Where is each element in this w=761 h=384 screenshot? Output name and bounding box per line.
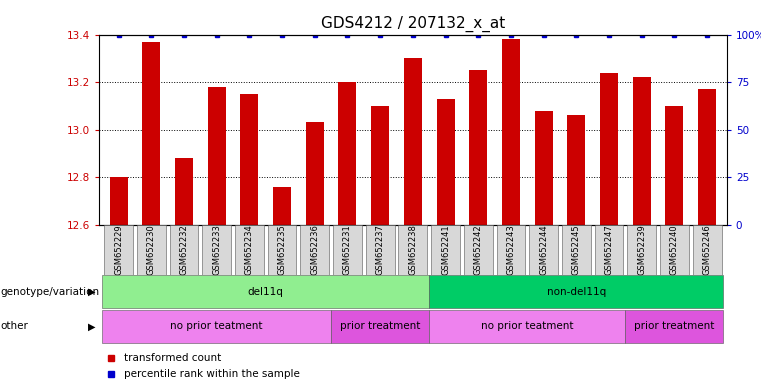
Bar [102, 275, 429, 308]
Text: ▶: ▶ [88, 321, 95, 331]
Bar [235, 225, 264, 275]
Bar [142, 42, 161, 225]
Bar [331, 310, 429, 343]
Text: non-del11q: non-del11q [546, 287, 606, 297]
Bar [208, 87, 226, 225]
Bar [404, 58, 422, 225]
Text: GSM652246: GSM652246 [702, 224, 712, 275]
Bar [535, 111, 552, 225]
Bar [268, 225, 297, 275]
Bar [594, 225, 623, 275]
Bar [562, 225, 591, 275]
Text: GSM652238: GSM652238 [409, 224, 417, 275]
Bar [665, 106, 683, 225]
Text: GSM652235: GSM652235 [278, 224, 287, 275]
Bar [170, 225, 199, 275]
Bar [240, 94, 258, 225]
Text: GSM652236: GSM652236 [310, 224, 320, 275]
Bar [202, 225, 231, 275]
Bar [429, 275, 724, 308]
Bar [429, 310, 626, 343]
Bar [399, 225, 427, 275]
Text: GSM652244: GSM652244 [539, 224, 548, 275]
Bar [437, 99, 454, 225]
Bar [104, 225, 133, 275]
Text: GSM652234: GSM652234 [245, 224, 254, 275]
Text: GSM652247: GSM652247 [604, 224, 613, 275]
Text: GSM652233: GSM652233 [212, 224, 221, 275]
Bar [371, 106, 389, 225]
Text: GSM652240: GSM652240 [670, 224, 679, 275]
Text: prior treatment: prior treatment [634, 321, 715, 331]
Bar [693, 225, 721, 275]
Bar [366, 225, 394, 275]
Text: GSM652231: GSM652231 [343, 224, 352, 275]
Bar [568, 115, 585, 225]
Bar [339, 82, 356, 225]
Bar [110, 177, 128, 225]
Bar [333, 225, 361, 275]
Text: GSM652242: GSM652242 [474, 224, 482, 275]
Text: GSM652232: GSM652232 [180, 224, 189, 275]
Bar [632, 77, 651, 225]
Text: GSM652241: GSM652241 [441, 224, 450, 275]
Title: GDS4212 / 207132_x_at: GDS4212 / 207132_x_at [320, 16, 505, 32]
Text: GSM652237: GSM652237 [376, 224, 384, 275]
Text: genotype/variation: genotype/variation [0, 287, 99, 297]
Bar [497, 225, 525, 275]
Text: ▶: ▶ [88, 287, 95, 297]
Text: no prior teatment: no prior teatment [170, 321, 263, 331]
Bar [306, 122, 323, 225]
Text: GSM652245: GSM652245 [572, 224, 581, 275]
Text: transformed count: transformed count [124, 353, 221, 363]
Text: GSM652243: GSM652243 [506, 224, 515, 275]
Bar [273, 187, 291, 225]
Text: no prior teatment: no prior teatment [481, 321, 574, 331]
Bar [698, 89, 716, 225]
Text: other: other [0, 321, 28, 331]
Bar [137, 225, 166, 275]
Bar [175, 158, 193, 225]
Bar [627, 225, 656, 275]
Bar [470, 70, 487, 225]
Bar [626, 310, 724, 343]
Bar [464, 225, 492, 275]
Bar [301, 225, 329, 275]
Bar [102, 310, 331, 343]
Text: percentile rank within the sample: percentile rank within the sample [124, 369, 300, 379]
Bar [660, 225, 689, 275]
Text: del11q: del11q [248, 287, 284, 297]
Bar [529, 225, 558, 275]
Bar [502, 39, 520, 225]
Text: GSM652229: GSM652229 [114, 224, 123, 275]
Text: GSM652239: GSM652239 [637, 224, 646, 275]
Text: GSM652230: GSM652230 [147, 224, 156, 275]
Bar [600, 73, 618, 225]
Text: prior treatment: prior treatment [340, 321, 420, 331]
Bar [431, 225, 460, 275]
